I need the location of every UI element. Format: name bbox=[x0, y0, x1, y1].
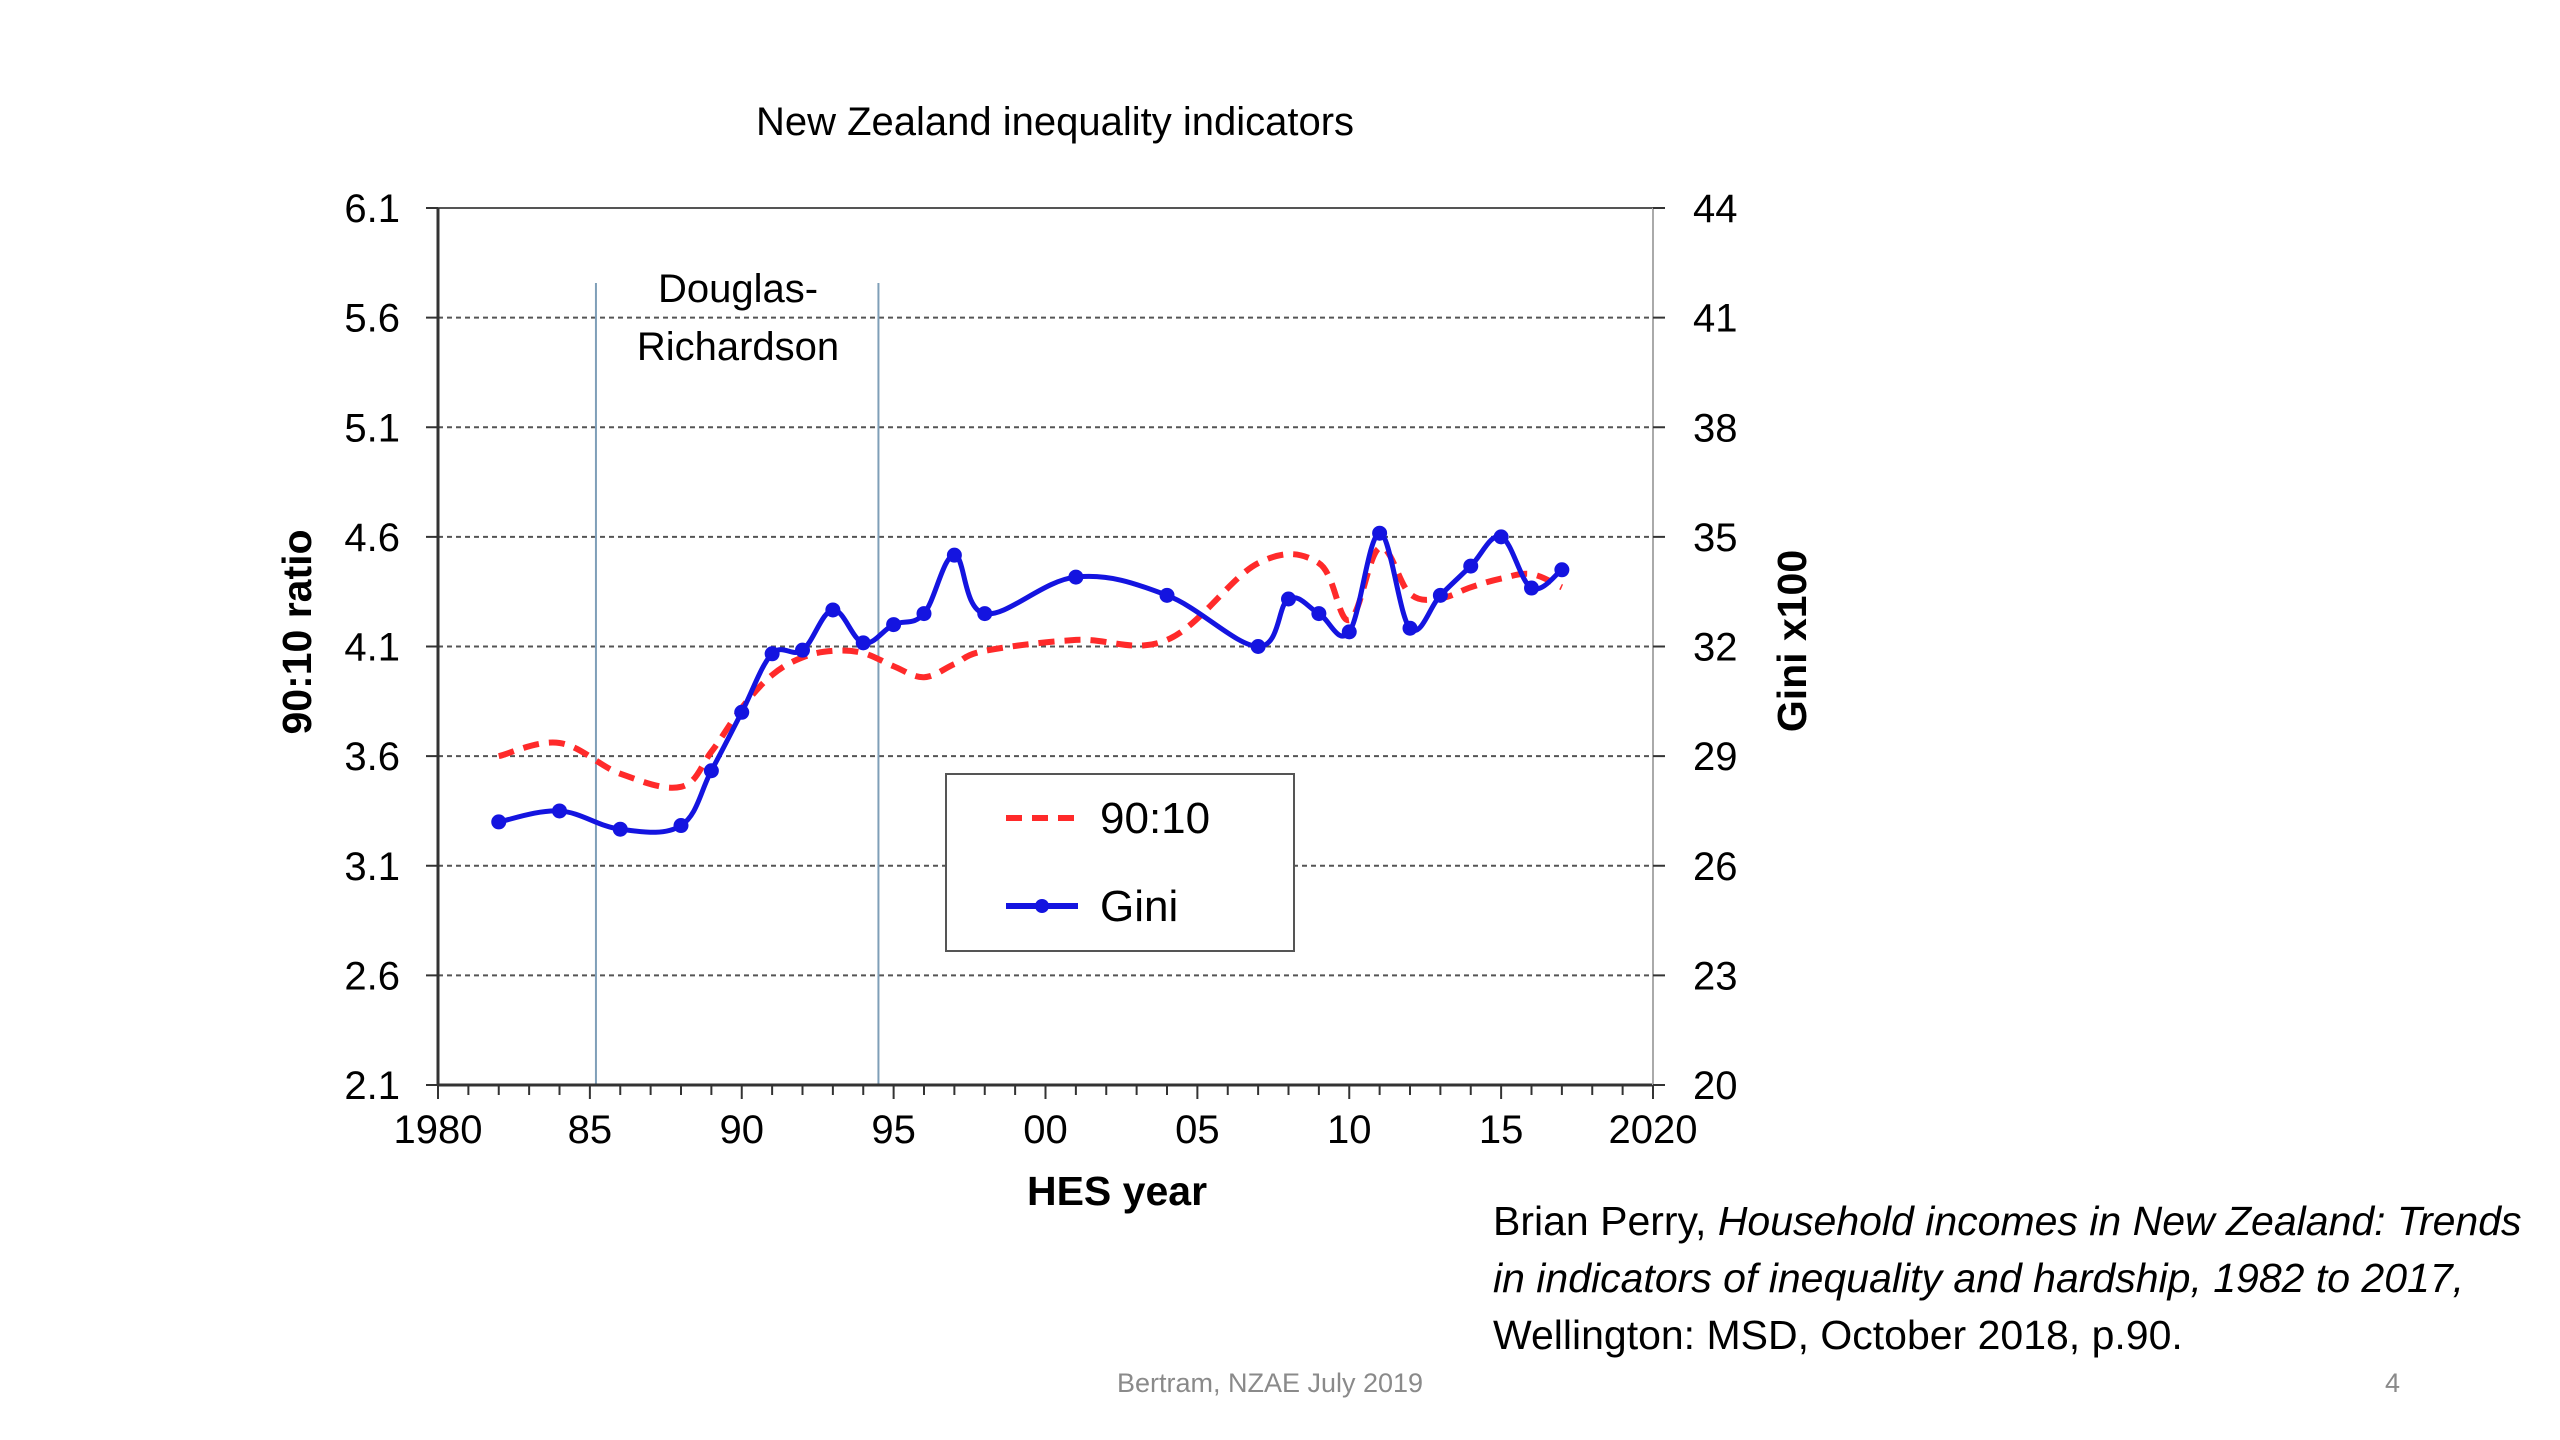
series-gini-point bbox=[1554, 562, 1570, 578]
series-gini-point bbox=[1250, 639, 1266, 654]
legend-marker-gini bbox=[1035, 899, 1049, 913]
x-tick-label: 1980 bbox=[394, 1108, 483, 1152]
series-gini-point bbox=[855, 635, 871, 651]
y-left-tick-label: 2.1 bbox=[344, 1064, 400, 1108]
y-left-tick-label: 3.6 bbox=[344, 735, 400, 779]
y-right-tick-label: 26 bbox=[1693, 845, 1738, 889]
legend: 90:10 Gini bbox=[945, 773, 1295, 952]
x-tick-label: 15 bbox=[1479, 1108, 1524, 1152]
series-gini-point bbox=[1311, 606, 1327, 622]
y-right-tick-label: 29 bbox=[1693, 735, 1738, 779]
y-left-tick-label: 6.1 bbox=[344, 187, 400, 231]
series-gini-point bbox=[673, 818, 689, 834]
series-gini-point bbox=[916, 606, 932, 622]
y-left-tick-label: 4.6 bbox=[344, 516, 400, 560]
x-tick-label: 95 bbox=[871, 1108, 916, 1152]
annotation-line-2: Richardson bbox=[637, 325, 839, 369]
y-left-tick-label: 4.1 bbox=[344, 626, 400, 670]
x-tick-label: 10 bbox=[1327, 1108, 1372, 1152]
series-gini-point bbox=[825, 602, 841, 618]
legend-label-gini: Gini bbox=[1100, 882, 1178, 931]
citation-rest: Wellington: MSD, October 2018, p.90. bbox=[1493, 1312, 2183, 1358]
legend-label-9010: 90:10 bbox=[1100, 794, 1210, 843]
x-tick-label: 90 bbox=[720, 1108, 765, 1152]
y-axis-right-label: Gini x100 bbox=[1769, 550, 1815, 732]
series-gini-line bbox=[498, 530, 1564, 835]
y-axis-left-label: 90:10 ratio bbox=[274, 529, 320, 734]
y-left-tick-label: 2.6 bbox=[344, 954, 400, 998]
series-gini-point bbox=[1524, 580, 1539, 596]
series-gini-point bbox=[552, 803, 567, 819]
page-number: 4 bbox=[2384, 1368, 2400, 1398]
series-gini-point bbox=[1159, 587, 1175, 603]
footer-text: Bertram, NZAE July 2019 bbox=[1116, 1368, 1424, 1398]
series-gini-point bbox=[612, 821, 628, 837]
annotation: Douglas- Richardson bbox=[637, 267, 839, 369]
x-tick-label: 05 bbox=[1175, 1108, 1220, 1152]
citation: Brian Perry, Household incomes in New Ze… bbox=[1493, 1193, 2533, 1364]
series-gini-point bbox=[491, 814, 507, 830]
series-gini-point bbox=[1068, 569, 1084, 585]
series-gini-point bbox=[1402, 620, 1418, 636]
x-axis-label: HES year bbox=[1027, 1168, 1207, 1214]
series bbox=[491, 525, 1570, 837]
x-tick-label: 00 bbox=[1023, 1108, 1068, 1152]
x-tick-label: 85 bbox=[568, 1108, 613, 1152]
x-tick-label: 2020 bbox=[1609, 1108, 1698, 1152]
period-lines bbox=[594, 283, 880, 1085]
y-right-tick-label: 20 bbox=[1693, 1064, 1738, 1108]
series-gini-point bbox=[1281, 591, 1296, 607]
series-gini-point bbox=[1432, 587, 1448, 603]
legend-box bbox=[945, 773, 1295, 952]
y-right-tick-label: 32 bbox=[1693, 626, 1738, 670]
y-left-tick-label: 5.1 bbox=[344, 406, 400, 450]
axes: 2.1 2.6 3.1 3.6 4.1 4.6 5.1 5.6 6.1 20 23 26 29 32 35 3… bbox=[344, 187, 1737, 1152]
y-right-tick-label: 38 bbox=[1693, 406, 1738, 450]
y-right-tick-label: 44 bbox=[1693, 187, 1738, 231]
series-gini-point bbox=[1372, 525, 1388, 541]
series-gini-point bbox=[1493, 529, 1509, 545]
citation-author: Brian Perry, bbox=[1493, 1198, 1718, 1244]
y-left-tick-label: 5.6 bbox=[344, 297, 400, 341]
series-gini-point bbox=[977, 606, 993, 622]
citation-title: Household incomes in New Zealand: Trends… bbox=[1493, 1198, 2522, 1301]
series-gini-point bbox=[703, 763, 719, 779]
series-gini-point bbox=[1341, 624, 1357, 640]
series-gini-point bbox=[795, 642, 810, 658]
annotation-line-1: Douglas- bbox=[658, 267, 818, 311]
series-gini-point bbox=[734, 704, 750, 720]
chart-title: New Zealand inequality indicators bbox=[756, 100, 1354, 144]
y-left-tick-label: 3.1 bbox=[344, 845, 400, 889]
y-right-tick-label: 41 bbox=[1693, 297, 1738, 341]
series-gini-point bbox=[1463, 558, 1479, 574]
y-right-tick-label: 35 bbox=[1693, 516, 1738, 560]
series-gini-point bbox=[764, 646, 780, 662]
series-9010-line bbox=[497, 544, 1564, 791]
series-gini-point bbox=[886, 617, 902, 633]
series-gini-point bbox=[946, 547, 962, 563]
y-right-tick-label: 23 bbox=[1693, 954, 1738, 998]
